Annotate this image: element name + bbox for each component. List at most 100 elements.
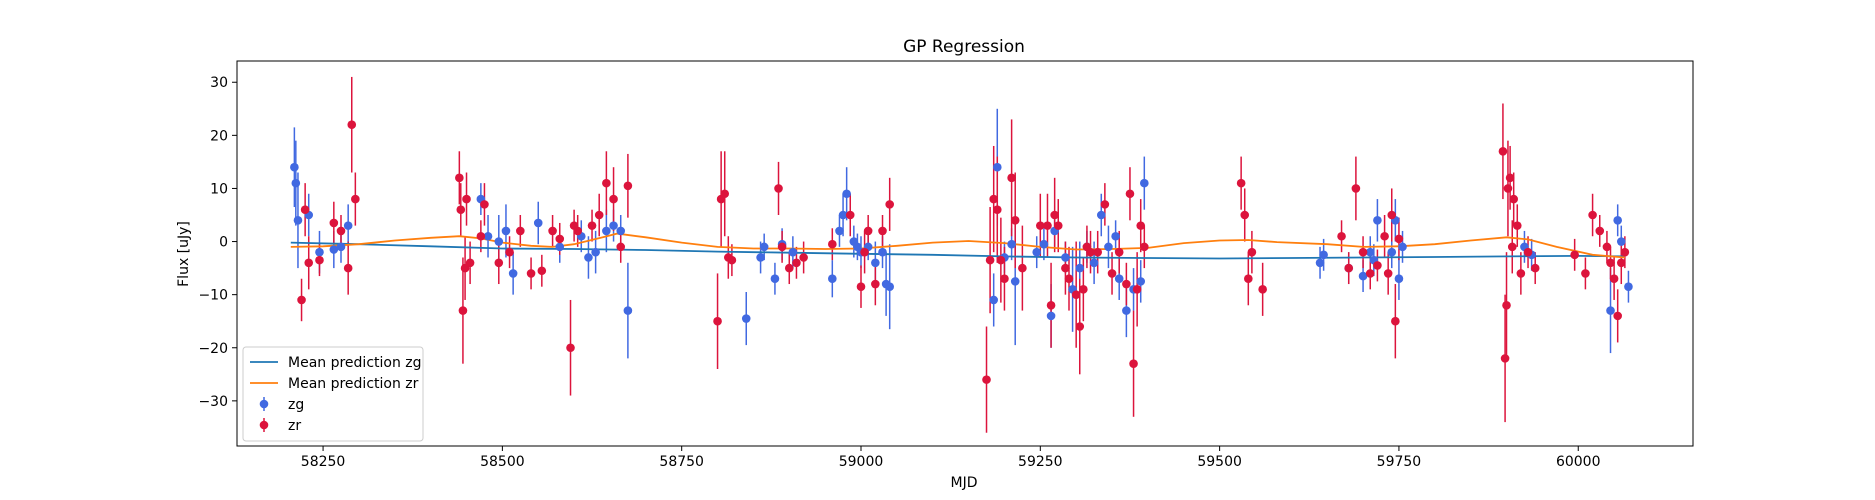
data-point-zg — [1136, 277, 1146, 286]
data-point-zg — [885, 282, 894, 291]
y-tick-label: 30 — [210, 75, 228, 91]
data-point-zr — [996, 255, 1006, 265]
data-point-zr — [1394, 234, 1404, 244]
data-point-zr — [300, 205, 310, 214]
data-point-zg — [1111, 231, 1120, 241]
data-point-zg — [501, 226, 511, 236]
data-point-zr — [878, 226, 887, 236]
data-point-zr — [1043, 221, 1052, 230]
data-point-zg — [483, 231, 493, 241]
data-point-zr — [1380, 231, 1389, 241]
data-point-zg — [1010, 277, 1020, 286]
data-point-zg — [1061, 253, 1070, 262]
data-point-zg — [336, 242, 346, 252]
data-point-zg — [989, 295, 998, 305]
data-point-zg — [756, 253, 765, 262]
y-axis: −30 −20 −10 0 10 20 30 — [198, 75, 237, 410]
data-point-zr — [792, 258, 801, 268]
data-point-zg — [1039, 239, 1049, 249]
data-point-zr — [1365, 269, 1375, 278]
data-point-zr — [774, 184, 783, 193]
data-point-zr — [336, 226, 346, 236]
data-point-zr — [1018, 263, 1027, 273]
data-point-zg — [1613, 216, 1622, 225]
data-point-zr — [458, 306, 468, 315]
data-point-zr — [476, 231, 486, 241]
data-point-zr — [1036, 221, 1045, 230]
data-point-zg — [828, 274, 837, 284]
data-point-zg — [835, 226, 844, 236]
data-point-zg — [1373, 216, 1382, 225]
data-point-zg — [1365, 247, 1375, 257]
legend: Mean prediction zg Mean prediction zr zg zr — [242, 346, 424, 442]
data-point-zr — [566, 343, 575, 353]
data-point-zr — [494, 258, 504, 268]
prediction-line-zg — [290, 241, 1625, 260]
legend-swatch-point-zr — [259, 420, 269, 430]
data-point-zg — [609, 221, 618, 230]
data-point-zg — [555, 242, 565, 252]
data-point-zg — [788, 247, 798, 257]
data-point-zr — [1613, 311, 1622, 321]
data-point-zr — [1007, 173, 1016, 183]
data-point-zr — [343, 263, 353, 273]
data-point-zr — [315, 255, 324, 265]
data-point-zr — [1079, 285, 1088, 294]
data-point-zr — [1523, 247, 1533, 257]
x-axis: 58250 58500 58750 59000 59250 59500 59750 60000 — [301, 446, 1601, 470]
data-point-zr — [1125, 189, 1135, 199]
data-point-zr — [1505, 173, 1515, 183]
data-point-zr — [1498, 146, 1508, 156]
data-point-zr — [1503, 184, 1513, 193]
data-point-zr — [1247, 247, 1257, 257]
data-point-zr — [587, 221, 597, 230]
x-tick-label: 58750 — [659, 454, 704, 470]
data-point-zr — [1344, 263, 1354, 273]
y-tick-label: −20 — [198, 341, 228, 357]
legend-swatch-point-zg — [259, 399, 269, 409]
data-point-zg — [291, 178, 301, 188]
x-tick-label: 60000 — [1556, 454, 1601, 470]
data-point-zg — [290, 162, 299, 172]
data-point-zr — [1132, 285, 1142, 294]
data-point-zr — [1064, 274, 1074, 284]
data-point-zg — [1616, 237, 1626, 246]
data-point-zg — [878, 247, 887, 257]
data-point-zr — [1010, 216, 1020, 225]
data-point-zr — [456, 205, 466, 214]
data-point-zg — [623, 306, 633, 315]
data-point-zr — [784, 263, 794, 273]
data-point-zr — [609, 194, 618, 204]
data-point-zr — [516, 226, 525, 236]
data-point-zr — [1500, 354, 1510, 363]
data-point-zr — [1570, 250, 1579, 260]
data-point-zr — [573, 226, 582, 236]
data-point-zr — [1512, 221, 1522, 230]
data-point-zg — [871, 258, 880, 268]
data-point-zg — [759, 242, 769, 252]
data-point-zg — [1032, 247, 1042, 257]
data-point-zg — [1104, 242, 1113, 252]
data-point-zr — [594, 210, 604, 220]
data-point-zr — [1516, 269, 1526, 278]
data-point-zr — [1236, 178, 1246, 188]
data-point-zr — [1581, 269, 1590, 278]
data-point-zr — [845, 210, 855, 220]
data-point-zg — [1315, 258, 1325, 268]
data-point-zr — [777, 242, 787, 252]
data-point-zr — [1606, 258, 1615, 268]
data-point-zr — [462, 194, 471, 204]
data-point-zr — [1107, 269, 1117, 278]
data-point-zr — [860, 247, 869, 257]
data-point-zg — [602, 226, 611, 236]
data-point-zr — [1351, 184, 1361, 193]
data-point-zg — [838, 210, 848, 220]
data-point-zr — [713, 316, 722, 326]
data-point-zr — [465, 258, 475, 268]
data-point-zg — [1007, 239, 1016, 249]
data-point-zr — [1240, 210, 1250, 220]
data-point-zr — [1609, 274, 1619, 284]
chart-title: GP Regression — [903, 37, 1025, 57]
x-tick-label: 59000 — [839, 454, 884, 470]
data-point-zr — [616, 242, 626, 252]
